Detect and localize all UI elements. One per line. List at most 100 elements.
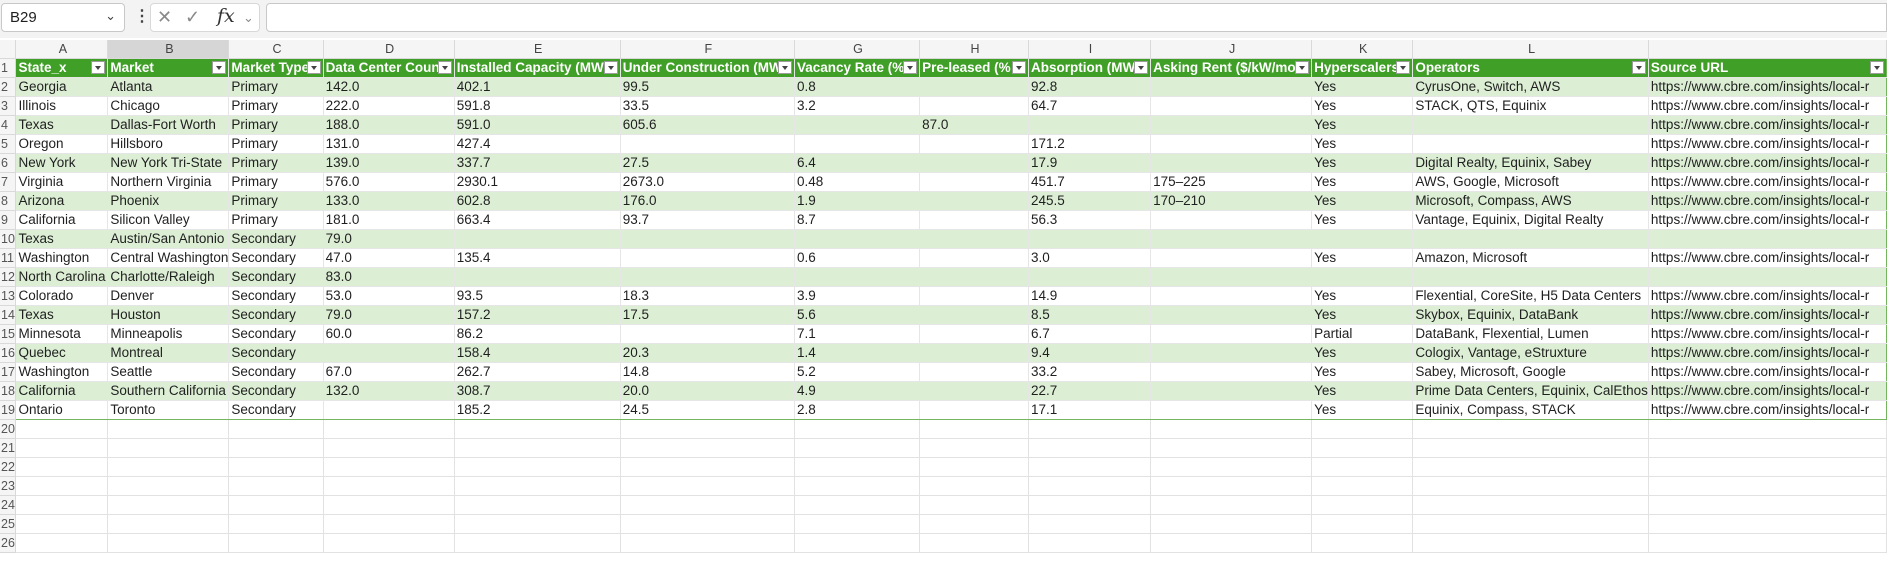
cell[interactable]: 24.5 — [620, 400, 795, 420]
filter-dropdown-icon[interactable] — [1134, 61, 1149, 74]
cell[interactable]: Phoenix — [107, 191, 230, 211]
cell[interactable] — [794, 476, 921, 496]
cell[interactable]: Vantage, Equinix, Digital Realty — [1412, 210, 1649, 230]
cell[interactable]: https://www.cbre.com/insights/local-r — [1648, 153, 1887, 173]
cell[interactable] — [794, 419, 921, 439]
row-header[interactable]: 24 — [0, 495, 17, 515]
cell[interactable]: Arizona — [15, 191, 109, 211]
cell[interactable] — [1648, 495, 1887, 515]
cell[interactable] — [1311, 533, 1414, 553]
cell[interactable]: Oregon — [15, 134, 109, 154]
cell[interactable] — [794, 267, 921, 287]
cell[interactable]: Austin/San Antonio — [107, 229, 230, 249]
cell[interactable]: 188.0 — [323, 115, 455, 135]
cell[interactable]: Secondary — [228, 267, 324, 287]
cell[interactable]: 427.4 — [454, 134, 621, 154]
cell[interactable]: 245.5 — [1028, 191, 1152, 211]
cell[interactable] — [1150, 362, 1313, 382]
cell[interactable] — [323, 476, 455, 496]
cell[interactable]: Virginia — [15, 172, 109, 192]
cell[interactable]: Secondary — [228, 362, 324, 382]
cell[interactable] — [1648, 267, 1887, 287]
cell[interactable] — [1150, 514, 1313, 534]
cell[interactable]: Minnesota — [15, 324, 109, 344]
cell[interactable] — [107, 419, 230, 439]
cell[interactable] — [620, 533, 795, 553]
cell[interactable]: 170–210 — [1150, 191, 1313, 211]
cell[interactable]: Silicon Valley — [107, 210, 230, 230]
cell[interactable]: https://www.cbre.com/insights/local-r — [1648, 191, 1887, 211]
cell[interactable] — [1412, 438, 1649, 458]
cell[interactable] — [1311, 229, 1414, 249]
cell[interactable]: 663.4 — [454, 210, 621, 230]
filter-dropdown-icon[interactable] — [603, 61, 618, 74]
confirm-icon[interactable]: ✓ — [185, 7, 201, 27]
cell[interactable] — [919, 324, 1029, 344]
cell[interactable] — [323, 419, 455, 439]
cell[interactable] — [1648, 419, 1887, 439]
cell[interactable]: 8.5 — [1028, 305, 1152, 325]
cell[interactable]: Montreal — [107, 343, 230, 363]
cell[interactable]: Digital Realty, Equinix, Sabey — [1412, 153, 1649, 173]
cell[interactable] — [794, 229, 921, 249]
cell[interactable]: 33.5 — [620, 96, 795, 116]
cell[interactable]: Secondary — [228, 305, 324, 325]
cell[interactable] — [794, 134, 921, 154]
cell[interactable]: 86.2 — [454, 324, 621, 344]
cell[interactable] — [1648, 229, 1887, 249]
header-cell[interactable]: Absorption (MW — [1028, 58, 1152, 78]
cell[interactable]: Primary — [228, 153, 324, 173]
cell[interactable] — [107, 533, 230, 553]
column-header[interactable]: D — [323, 40, 455, 59]
cell[interactable]: Quebec — [15, 343, 109, 363]
cell[interactable]: 181.0 — [323, 210, 455, 230]
cell[interactable] — [1150, 495, 1313, 515]
cell[interactable]: Secondary — [228, 381, 324, 401]
cell[interactable] — [1412, 457, 1649, 477]
cell[interactable]: Illinois — [15, 96, 109, 116]
cell[interactable]: Prime Data Centers, Equinix, CalEthos — [1412, 381, 1649, 401]
cell[interactable] — [1150, 229, 1313, 249]
cell[interactable]: Southern California — [107, 381, 230, 401]
cell[interactable] — [919, 191, 1029, 211]
row-header[interactable]: 12 — [0, 267, 17, 287]
cell[interactable] — [919, 96, 1029, 116]
cell[interactable]: 17.9 — [1028, 153, 1152, 173]
cell[interactable] — [620, 248, 795, 268]
cell[interactable]: Dallas-Fort Worth — [107, 115, 230, 135]
cell[interactable]: Northern Virginia — [107, 172, 230, 192]
row-header[interactable]: 22 — [0, 457, 17, 477]
cell[interactable] — [323, 514, 455, 534]
filter-dropdown-icon[interactable] — [306, 61, 321, 74]
cell[interactable] — [1150, 419, 1313, 439]
cell[interactable] — [15, 476, 109, 496]
row-header[interactable]: 8 — [0, 191, 17, 211]
cell[interactable] — [1150, 533, 1313, 553]
cell[interactable]: 64.7 — [1028, 96, 1152, 116]
cell[interactable]: 2.8 — [794, 400, 921, 420]
cell[interactable]: Charlotte/Raleigh — [107, 267, 230, 287]
filter-dropdown-icon[interactable] — [91, 61, 106, 74]
cell[interactable] — [620, 476, 795, 496]
row-header[interactable]: 1 — [0, 58, 17, 78]
cell[interactable]: 6.4 — [794, 153, 921, 173]
cell[interactable]: 6.7 — [1028, 324, 1152, 344]
cell[interactable]: 3.2 — [794, 96, 921, 116]
cell[interactable] — [919, 438, 1029, 458]
cell[interactable] — [1150, 305, 1313, 325]
cell[interactable] — [1311, 419, 1414, 439]
cell[interactable] — [15, 457, 109, 477]
column-header[interactable]: K — [1311, 40, 1414, 59]
cell[interactable] — [1311, 267, 1414, 287]
insert-function-icon[interactable]: fx — [217, 5, 235, 27]
cell[interactable]: 99.5 — [620, 77, 795, 97]
cell[interactable] — [1028, 419, 1152, 439]
row-header[interactable]: 19 — [0, 400, 17, 420]
cell[interactable] — [1648, 533, 1887, 553]
cell[interactable]: Primary — [228, 210, 324, 230]
header-cell[interactable]: Pre-leased (% — [919, 58, 1029, 78]
cell[interactable]: AWS, Google, Microsoft — [1412, 172, 1649, 192]
cell[interactable] — [794, 438, 921, 458]
cell[interactable]: 135.4 — [454, 248, 621, 268]
cell[interactable] — [1311, 495, 1414, 515]
